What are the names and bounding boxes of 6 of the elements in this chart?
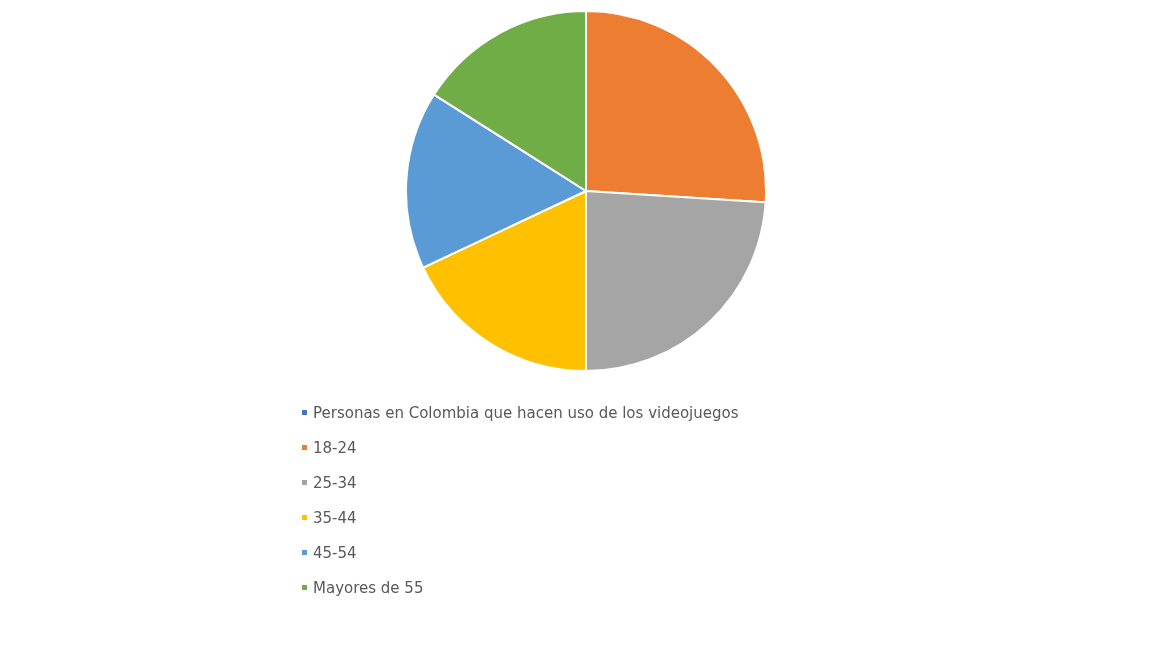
legend-label: Personas en Colombia que hacen uso de los videojuegos xyxy=(313,403,739,422)
legend-label: Mayores de 55 xyxy=(313,578,424,597)
legend-label: 25-34 xyxy=(313,473,357,492)
legend-label: 45-54 xyxy=(313,543,357,562)
legend-label: 18-24 xyxy=(313,438,357,457)
legend-label: 35-44 xyxy=(313,508,357,527)
